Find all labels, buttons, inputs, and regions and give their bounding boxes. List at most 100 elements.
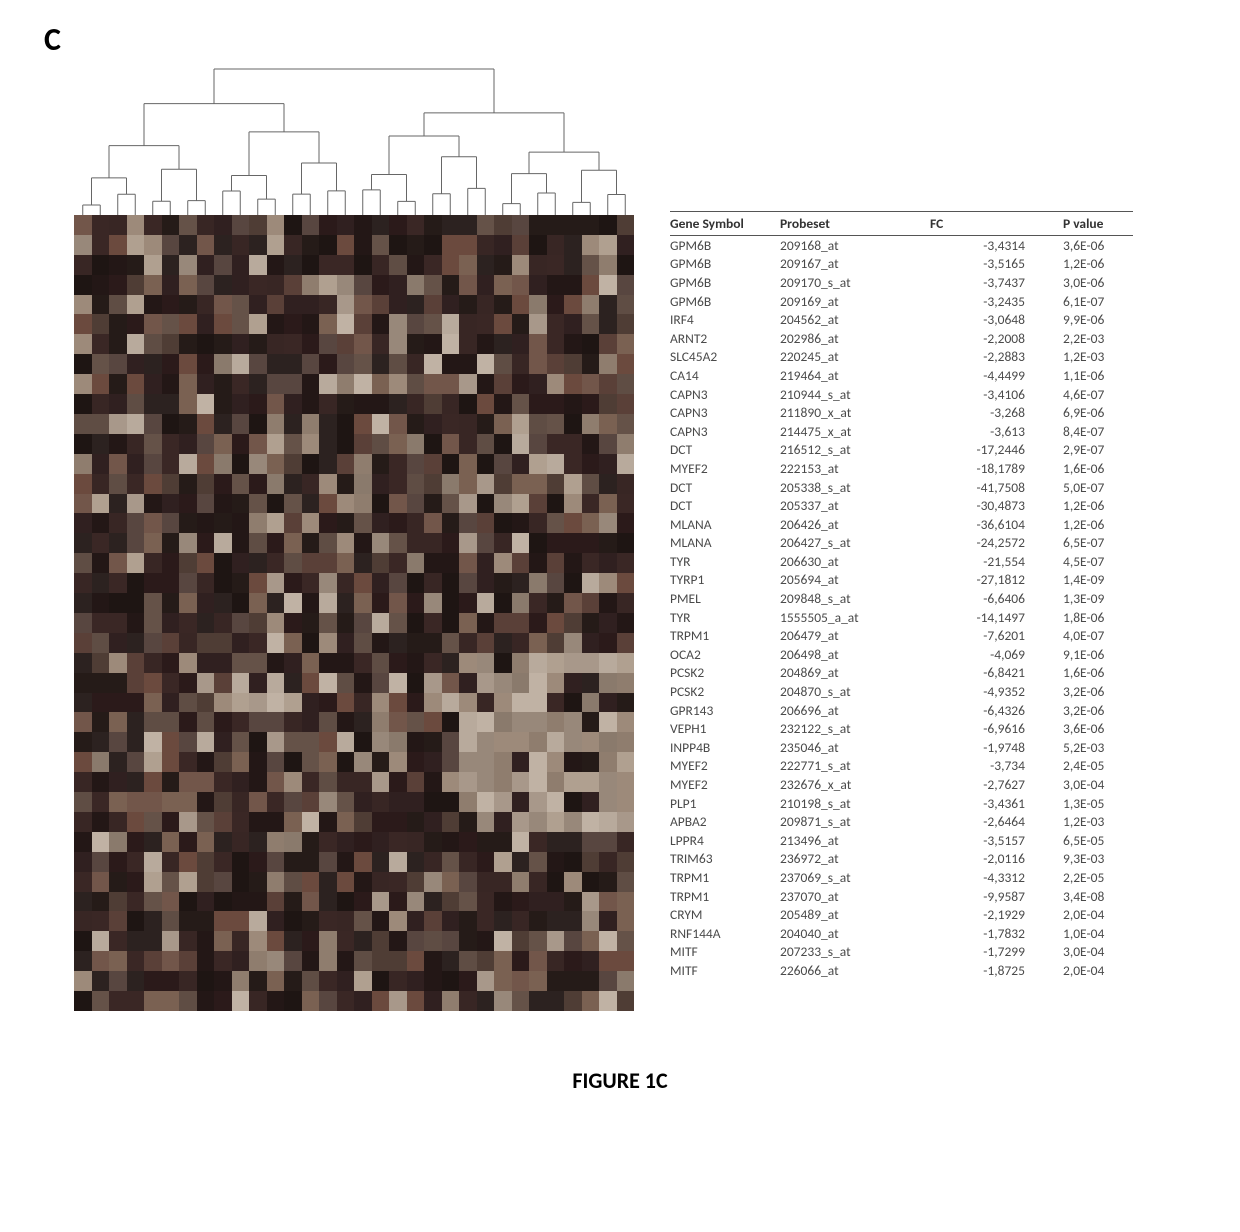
heatmap-cell	[284, 454, 302, 474]
table-cell: -3,4106	[930, 385, 1063, 404]
heatmap-cell	[197, 931, 215, 951]
heatmap-cell	[599, 752, 617, 772]
heatmap-cell	[179, 712, 197, 732]
heatmap-cell	[354, 732, 372, 752]
heatmap-cell	[582, 593, 600, 613]
heatmap-cell	[284, 911, 302, 931]
heatmap-cell	[162, 653, 180, 673]
heatmap-cell	[477, 215, 495, 235]
heatmap-cell	[564, 553, 582, 573]
table-row: DCT205337_at-30,48731,2E-06	[670, 496, 1133, 515]
heatmap-cell	[249, 533, 267, 553]
heatmap-cell	[372, 633, 390, 653]
table-cell: APBA2	[670, 812, 780, 831]
heatmap-cell	[284, 633, 302, 653]
table-row: GPM6B209168_at-3,43143,6E-06	[670, 236, 1133, 255]
table-cell: -3,5157	[930, 831, 1063, 850]
heatmap-cell	[197, 712, 215, 732]
heatmap-cell	[92, 931, 110, 951]
heatmap-cell	[92, 354, 110, 374]
heatmap-cell	[477, 494, 495, 514]
heatmap-cell	[424, 653, 442, 673]
heatmap-cell	[617, 792, 635, 812]
table-row: PCSK2204869_at-6,84211,6E-06	[670, 664, 1133, 683]
heatmap-cell	[407, 215, 425, 235]
heatmap-cell	[284, 593, 302, 613]
heatmap-cell	[512, 772, 530, 792]
heatmap-cell	[372, 693, 390, 713]
table-cell: VEPH1	[670, 719, 780, 738]
heatmap-cell	[564, 255, 582, 275]
heatmap-cell	[302, 653, 320, 673]
heatmap-cell	[197, 215, 215, 235]
heatmap-cell	[92, 772, 110, 792]
table-row: DCT216512_s_at-17,24462,9E-07	[670, 441, 1133, 460]
heatmap-cell	[407, 633, 425, 653]
heatmap-cell	[424, 354, 442, 374]
heatmap-cell	[249, 693, 267, 713]
heatmap-cell	[337, 693, 355, 713]
heatmap-cell	[267, 314, 285, 334]
heatmap-cell	[477, 872, 495, 892]
heatmap-cell	[477, 892, 495, 912]
heatmap-cell	[302, 474, 320, 494]
heatmap-cell	[582, 374, 600, 394]
heatmap-cell	[389, 673, 407, 693]
table-cell: 209170_s_at	[780, 273, 930, 292]
heatmap-cell	[389, 613, 407, 633]
heatmap-cell	[127, 613, 145, 633]
heatmap-cell	[494, 474, 512, 494]
heatmap-cell	[477, 275, 495, 295]
heatmap-cell	[162, 275, 180, 295]
heatmap-cell	[582, 394, 600, 414]
heatmap-cell	[459, 513, 477, 533]
table-cell: MYEF2	[670, 757, 780, 776]
table-cell: -3,4314	[930, 236, 1063, 255]
heatmap-cell	[442, 772, 460, 792]
heatmap-cell	[529, 772, 547, 792]
heatmap-cell	[354, 673, 372, 693]
heatmap-cell	[407, 971, 425, 991]
heatmap-cell	[74, 434, 92, 454]
table-cell: 1,2E-06	[1063, 255, 1133, 274]
heatmap-cell	[267, 513, 285, 533]
heatmap-cell	[319, 892, 337, 912]
heatmap-cell	[162, 494, 180, 514]
table-cell: MYEF2	[670, 775, 780, 794]
table-cell: 3,0E-06	[1063, 273, 1133, 292]
heatmap-cell	[74, 772, 92, 792]
heatmap-cell	[284, 951, 302, 971]
table-cell: 220245_at	[780, 348, 930, 367]
heatmap-cell	[179, 732, 197, 752]
heatmap-cell	[459, 314, 477, 334]
heatmap-cell	[92, 613, 110, 633]
heatmap-cell	[74, 235, 92, 255]
heatmap-cell	[337, 852, 355, 872]
heatmap-cell	[302, 593, 320, 613]
heatmap-cell	[407, 533, 425, 553]
heatmap-cell	[232, 513, 250, 533]
heatmap-cell	[442, 792, 460, 812]
heatmap-cell	[617, 454, 635, 474]
heatmap-cell	[92, 454, 110, 474]
heatmap-cell	[512, 533, 530, 553]
heatmap-cell	[179, 772, 197, 792]
heatmap-cell	[214, 752, 232, 772]
heatmap-cell	[477, 991, 495, 1011]
heatmap-cell	[354, 454, 372, 474]
heatmap-cell	[424, 533, 442, 553]
heatmap-cell	[424, 494, 442, 514]
heatmap-cell	[547, 812, 565, 832]
heatmap-cell	[162, 673, 180, 693]
heatmap-cell	[599, 712, 617, 732]
table-cell: -3,5165	[930, 255, 1063, 274]
table-cell: 214475_x_at	[780, 422, 930, 441]
heatmap-cell	[547, 732, 565, 752]
heatmap-cell	[459, 653, 477, 673]
heatmap-cell	[459, 275, 477, 295]
heatmap-cell	[582, 892, 600, 912]
table-cell: -36,6104	[930, 515, 1063, 534]
heatmap-cell	[284, 673, 302, 693]
heatmap-cell	[529, 752, 547, 772]
heatmap-cell	[92, 991, 110, 1011]
